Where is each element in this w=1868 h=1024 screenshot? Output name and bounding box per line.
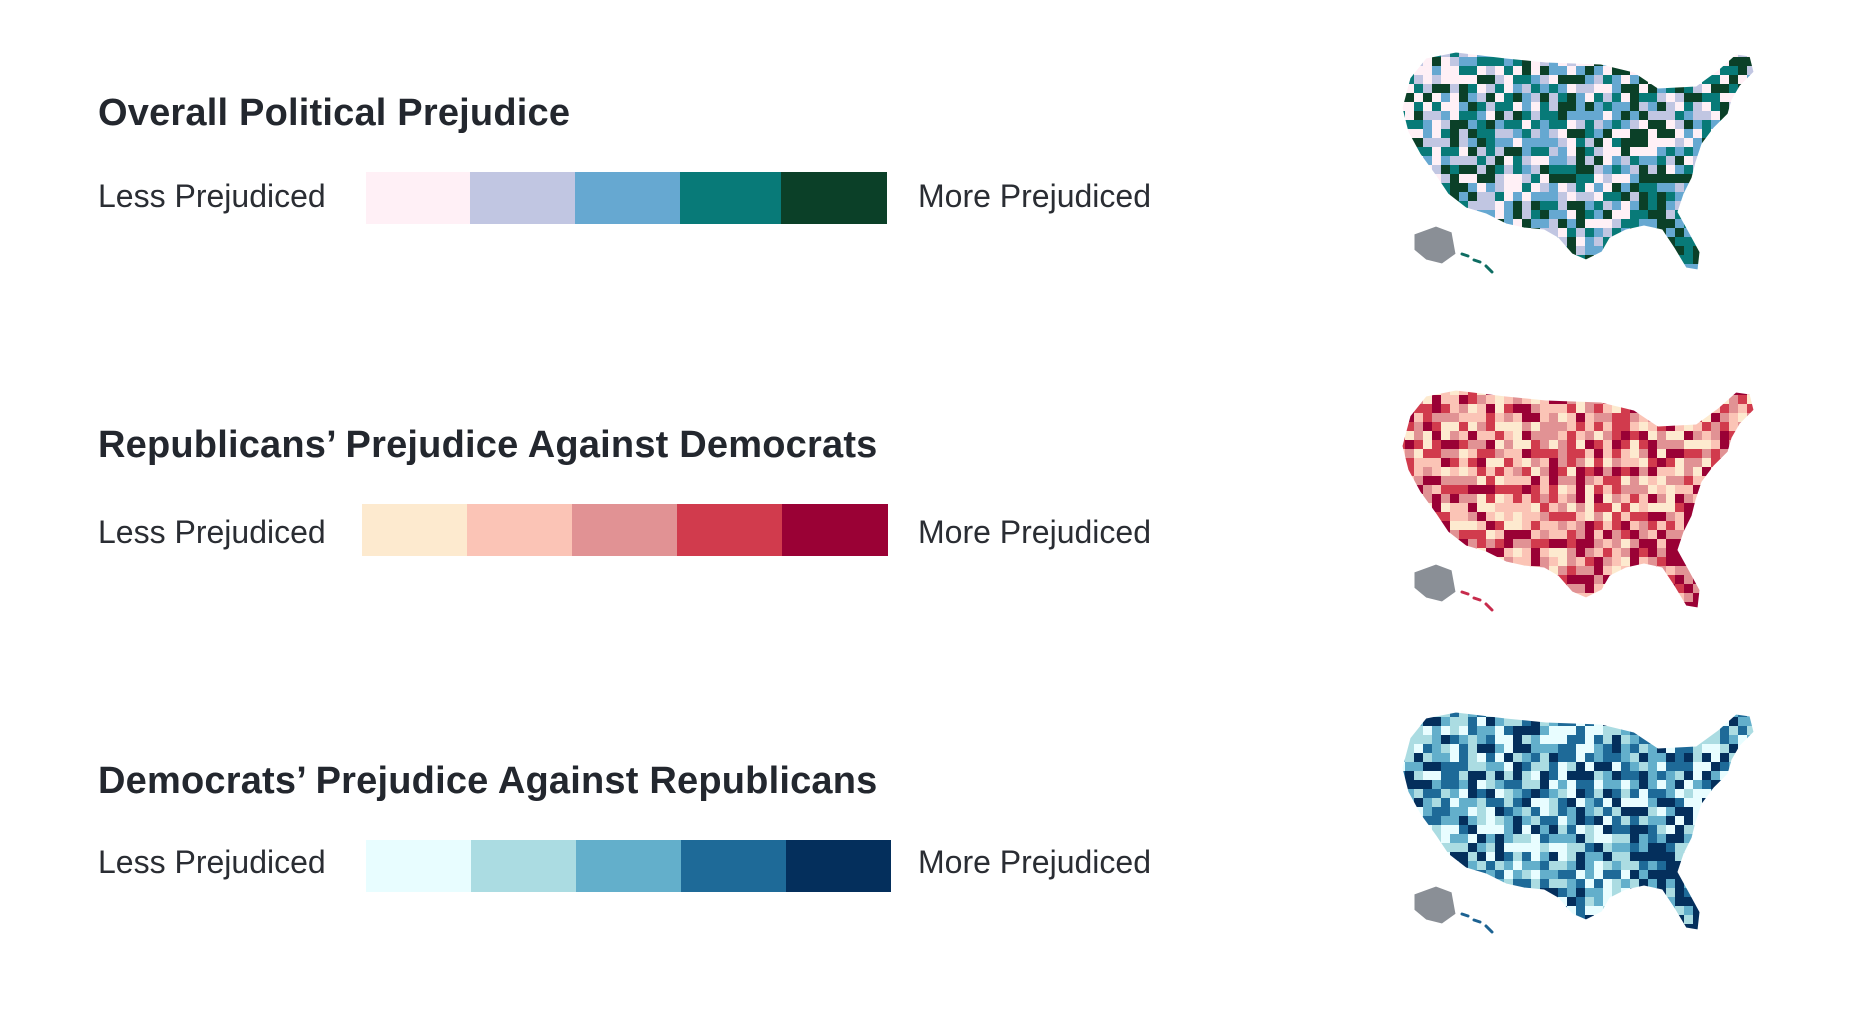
swatch-5 [786,840,891,892]
swatch-3 [575,172,680,224]
legend-title: Republicans’ Prejudice Against Democrats [98,424,878,466]
color-scale [366,840,891,892]
swatch-3 [576,840,681,892]
alaska-shape [1413,225,1457,265]
legend-republicans: Republicans’ Prejudice Against Democrats… [0,330,1868,630]
swatch-1 [362,504,467,556]
color-scale [366,172,887,224]
swatch-5 [781,172,887,224]
more-prejudiced-label: More Prejudiced [918,178,1151,214]
legend-overall: Overall Political Prejudice Less Prejudi… [0,0,1868,300]
us-county-map [1401,711,1755,934]
legend-title: Overall Political Prejudice [98,92,571,134]
swatch-2 [471,840,576,892]
swatch-4 [681,840,786,892]
swatch-1 [366,172,470,224]
color-scale [362,504,888,556]
swatch-2 [470,172,575,224]
swatch-4 [680,172,781,224]
swatch-2 [467,504,572,556]
hawaii-shape [1460,912,1494,934]
swatch-1 [366,840,471,892]
us-outline [1401,711,1755,931]
legend-title: Democrats’ Prejudice Against Republicans [98,760,878,802]
legend-democrats: Democrats’ Prejudice Against Republicans… [0,664,1868,964]
less-prejudiced-label: Less Prejudiced [98,178,326,214]
us-county-map [1401,51,1755,274]
more-prejudiced-label: More Prejudiced [918,844,1151,880]
us-county-map [1401,389,1755,612]
us-outline [1401,389,1755,609]
alaska-shape [1413,885,1457,925]
us-outline [1401,51,1755,271]
hawaii-shape [1460,252,1494,274]
less-prejudiced-label: Less Prejudiced [98,844,326,880]
more-prejudiced-label: More Prejudiced [918,514,1151,550]
hawaii-shape [1460,590,1494,612]
swatch-3 [572,504,677,556]
swatch-4 [677,504,782,556]
less-prejudiced-label: Less Prejudiced [98,514,326,550]
alaska-shape [1413,563,1457,603]
swatch-5 [782,504,888,556]
